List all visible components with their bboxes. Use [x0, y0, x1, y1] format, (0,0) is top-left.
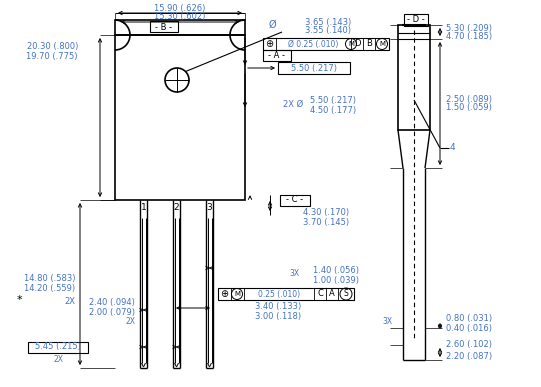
Text: S: S: [344, 289, 348, 298]
Text: - A -: - A -: [268, 51, 286, 60]
Text: 2X: 2X: [53, 356, 63, 365]
Bar: [263, 38, 389, 50]
Text: 2: 2: [174, 204, 179, 212]
Text: 4.50 (.177): 4.50 (.177): [310, 106, 356, 115]
Text: A: A: [329, 289, 335, 298]
Bar: [115, 35, 245, 200]
Text: 5.50 (.217): 5.50 (.217): [291, 63, 337, 72]
Text: 14.20 (.559): 14.20 (.559): [24, 284, 75, 293]
Text: 1.40 (.056): 1.40 (.056): [313, 265, 359, 274]
Text: 2.50 (.089): 2.50 (.089): [446, 95, 492, 104]
Text: *: *: [17, 295, 23, 305]
Text: 4.70 (.185): 4.70 (.185): [446, 33, 492, 41]
Text: 3.00 (.118): 3.00 (.118): [255, 312, 301, 322]
Text: M: M: [348, 41, 354, 47]
Text: 3.70 (.145): 3.70 (.145): [303, 217, 349, 226]
Text: 2X: 2X: [125, 317, 135, 327]
Bar: [263, 50, 291, 61]
Text: M: M: [234, 291, 240, 297]
Text: 1.50 (.059): 1.50 (.059): [446, 103, 492, 112]
Text: 2.20 (.087): 2.20 (.087): [446, 351, 492, 361]
Text: 19.70 (.775): 19.70 (.775): [27, 53, 78, 62]
Text: 5.30 (.209): 5.30 (.209): [446, 24, 492, 34]
Text: 3: 3: [207, 204, 213, 212]
Bar: [218, 288, 354, 300]
Bar: [280, 195, 310, 206]
Text: C: C: [317, 289, 323, 298]
Text: Ø 0.25 (.010): Ø 0.25 (.010): [288, 39, 338, 48]
Text: M: M: [379, 41, 385, 47]
Text: 3.55 (.140): 3.55 (.140): [305, 26, 351, 36]
Text: - C -: - C -: [286, 195, 304, 204]
Text: B: B: [366, 39, 372, 48]
Text: 3X: 3X: [383, 317, 393, 327]
Text: 4: 4: [450, 144, 456, 152]
Text: 15.90 (.626): 15.90 (.626): [154, 3, 206, 12]
Bar: [150, 21, 178, 32]
Text: 2.60 (.102): 2.60 (.102): [446, 341, 492, 349]
Text: 0.40 (.016): 0.40 (.016): [446, 324, 492, 332]
Bar: [398, 25, 430, 130]
Text: 15.30 (.602): 15.30 (.602): [154, 12, 206, 22]
Text: ⊕: ⊕: [220, 289, 228, 299]
Text: 2X: 2X: [64, 296, 75, 305]
Text: 1: 1: [141, 204, 147, 212]
Text: ⊕: ⊕: [266, 39, 274, 49]
Text: 0.80 (.031): 0.80 (.031): [446, 313, 492, 322]
Text: Ø: Ø: [268, 20, 276, 30]
Text: 5.50 (.217): 5.50 (.217): [310, 96, 356, 104]
Text: D: D: [354, 39, 360, 48]
Bar: [28, 342, 88, 353]
Text: 3.40 (.133): 3.40 (.133): [255, 303, 301, 312]
Text: - D -: - D -: [407, 15, 425, 24]
Bar: [404, 14, 428, 26]
Text: 20.30 (.800): 20.30 (.800): [27, 43, 78, 51]
Bar: [278, 62, 350, 74]
Text: 2.00 (.079): 2.00 (.079): [89, 308, 135, 317]
Text: 14.80 (.583): 14.80 (.583): [23, 274, 75, 284]
Bar: [115, 20, 245, 35]
Text: 2.40 (.094): 2.40 (.094): [89, 298, 135, 307]
Text: - B -: - B -: [155, 22, 173, 31]
Text: 4.30 (.170): 4.30 (.170): [303, 207, 349, 216]
Text: 3.65 (.143): 3.65 (.143): [305, 17, 351, 26]
Text: 1.00 (.039): 1.00 (.039): [313, 276, 359, 284]
Text: 0.25 (.010): 0.25 (.010): [258, 289, 300, 298]
Text: 5.45 (.215): 5.45 (.215): [35, 342, 81, 351]
Text: 3X: 3X: [290, 269, 300, 279]
Text: 2X Ø: 2X Ø: [283, 99, 304, 108]
